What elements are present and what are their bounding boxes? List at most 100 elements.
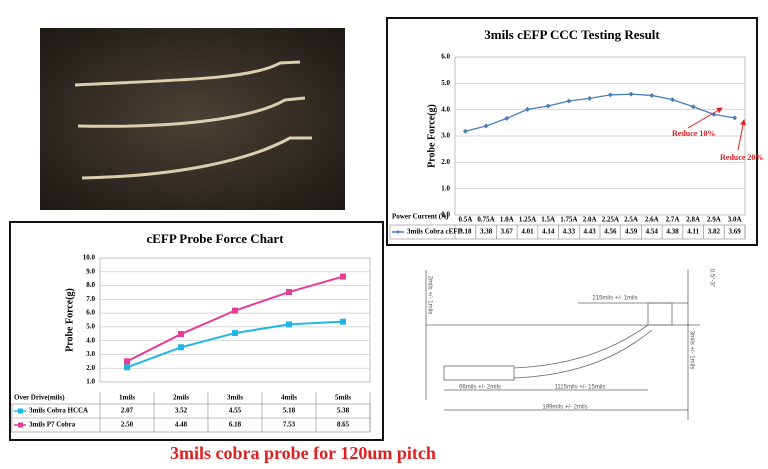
data-point: [628, 91, 634, 97]
dim-label: 2mils +/- 1mils: [426, 276, 432, 315]
y-tick-label: 0.0: [441, 211, 450, 219]
x-tick-label: 2.7A: [666, 216, 680, 224]
y-tick-label: 1.0: [441, 184, 450, 192]
data-point: [607, 92, 613, 98]
data-point: [124, 364, 130, 371]
y-tick-label: 10.0: [83, 254, 96, 262]
x-tick-label: 4mils: [281, 394, 297, 402]
x-tick-label: 0.75A: [477, 216, 494, 224]
table-value: 4.59: [625, 228, 638, 236]
x-tick-label: 0.5A: [458, 216, 472, 224]
y-tick-label: 3.0: [86, 350, 95, 358]
chart-title: 3mils cEFP CCC Testing Result: [484, 27, 660, 42]
table-value: 3.38: [480, 228, 493, 236]
y-tick-label: 2.0: [86, 364, 95, 372]
y-tick-label: 6.0: [86, 309, 95, 317]
table-value: 3.18: [459, 228, 472, 236]
data-point: [670, 97, 675, 103]
x-tick-label: 3mils: [227, 394, 243, 402]
table-value: 6.18: [229, 421, 242, 429]
x-tick-label: 2.25A: [602, 216, 619, 224]
table-value: 2.07: [121, 407, 134, 415]
table-value: 5.38: [337, 407, 350, 415]
table-value: 3.52: [175, 407, 188, 415]
y-tick-label: 1.0: [86, 378, 95, 386]
data-point: [340, 273, 346, 280]
annotation: Reduce 20%: [720, 153, 763, 162]
data-point: [690, 104, 696, 110]
x-tick-label: 2.8A: [686, 216, 700, 224]
y-tick-label: 4.0: [86, 336, 95, 344]
y-axis-label: Probe Force(g): [426, 104, 437, 168]
table-value: 4.56: [604, 228, 617, 236]
chart-frame: [9, 221, 384, 441]
y-axis-label: Probe Force(g): [64, 288, 75, 352]
data-point: [124, 358, 130, 365]
data-point: [649, 92, 655, 98]
y-tick-label: 6.0: [441, 53, 450, 61]
table-value: 4.48: [175, 421, 188, 429]
x-tick-label: 1.5A: [541, 216, 555, 224]
y-tick-label: 7.0: [86, 295, 95, 303]
photo: [40, 28, 345, 210]
table-value: 4.01: [521, 228, 534, 236]
x-tick-label: 1.0A: [500, 216, 514, 224]
data-point: [483, 123, 489, 129]
technical-drawing: [425, 270, 700, 420]
table-value: 8.65: [337, 421, 350, 429]
table-value: 3.82: [708, 228, 721, 236]
data-point: [340, 318, 346, 325]
x-tick-label: 1.75A: [560, 216, 577, 224]
data-point: [178, 344, 184, 351]
x-axis-label: Power Current (A): [392, 213, 449, 221]
x-tick-label: 2.5A: [624, 216, 638, 224]
table-value: 3.69: [729, 228, 742, 236]
dim-label: 3mils +/- 1mils: [688, 331, 694, 370]
y-tick-label: 4.0: [441, 105, 450, 113]
legend-label: 3mils Cobra HCCA: [29, 407, 88, 415]
table-value: 4.54: [646, 228, 659, 236]
data-point: [587, 95, 593, 101]
drawing-labels: 2mils +/- 1mils 215mils +/- 1mils 66mils…: [426, 269, 714, 411]
y-tick-label: 9.0: [86, 267, 95, 275]
table-value: 4.11: [687, 228, 699, 236]
legend-marker: [396, 230, 400, 234]
x-tick-label: 2.9A: [707, 216, 721, 224]
y-tick-label: 5.0: [86, 322, 95, 330]
data-point: [178, 331, 184, 338]
table-value: 4.43: [584, 228, 597, 236]
legend-marker: [18, 422, 23, 428]
series-line: [465, 93, 735, 132]
annotation: Reduce 10%: [672, 129, 715, 138]
data-point: [504, 115, 510, 121]
data-point: [545, 103, 551, 109]
caption: 3mils cobra probe for 120um pitch: [170, 443, 436, 463]
data-point: [232, 330, 238, 337]
data-point: [732, 115, 738, 121]
dim-label: 0.5°-3°: [708, 269, 714, 288]
series-line: [126, 275, 344, 363]
y-tick-label: 3.0: [441, 132, 450, 140]
x-tick-label: 1.25A: [519, 216, 536, 224]
x-tick-label: 1mils: [119, 394, 135, 402]
legend-label: 3mils P7 Cobra: [29, 421, 76, 429]
table-value: 4.38: [666, 228, 679, 236]
table-value: 4.55: [229, 407, 242, 415]
dim-label: 199mils +/- 2mils: [542, 405, 587, 411]
x-tick-label: 5mils: [335, 394, 351, 402]
dim-label: 66mils +/- 2mils: [459, 385, 501, 391]
plot-area: [99, 257, 371, 383]
data-point: [232, 307, 238, 314]
dim-label: 1115mils +/- 15mils: [555, 385, 606, 391]
legend-marker: [18, 408, 23, 414]
table-value: 4.33: [563, 228, 576, 236]
data-point: [566, 98, 572, 104]
data-point: [286, 321, 292, 328]
table-value: 3.67: [501, 228, 514, 236]
dim-label: 215mils +/- 1mils: [592, 296, 637, 302]
y-tick-label: 8.0: [86, 281, 95, 289]
annotation-arrow: [737, 119, 746, 151]
y-tick-label: 5.0: [441, 79, 450, 87]
table-value: 7.53: [283, 421, 296, 429]
